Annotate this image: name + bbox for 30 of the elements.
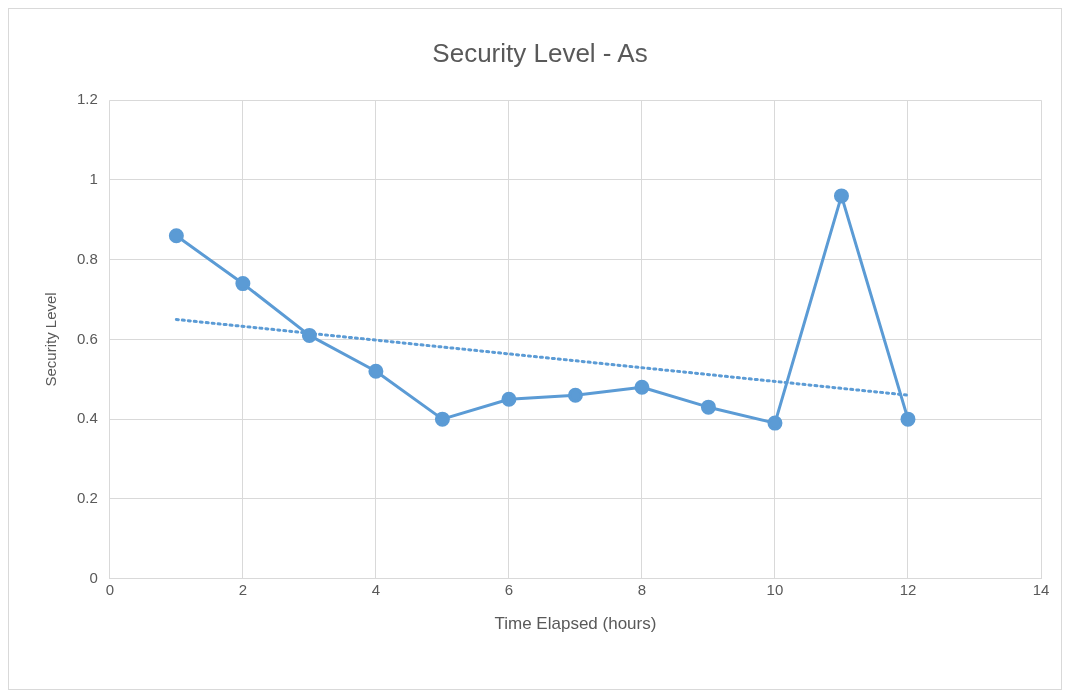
chart-title: Security Level - As — [432, 37, 648, 68]
point — [700, 399, 716, 415]
point — [767, 415, 783, 431]
y-tick-label: 0.4 — [76, 409, 98, 427]
x-tick-label: 12 — [899, 580, 917, 598]
x-tick-label: 8 — [637, 580, 647, 598]
point — [501, 391, 517, 407]
y-tick-label: 1 — [89, 170, 98, 188]
point — [567, 387, 583, 403]
y-tick-label: 0 — [89, 568, 98, 586]
y-tick-label: 1.2 — [76, 90, 98, 108]
y-tick-label: 0.6 — [76, 329, 98, 347]
point — [235, 276, 251, 292]
x-tick-label: 6 — [504, 580, 514, 598]
x-tick-label: 0 — [105, 580, 115, 598]
x-tick-label: 10 — [766, 580, 784, 598]
x-tick-label: 14 — [1032, 580, 1050, 598]
point — [368, 363, 384, 379]
point — [168, 228, 184, 244]
point — [301, 327, 317, 343]
y-tick-label: 0.2 — [76, 489, 98, 507]
point — [434, 411, 450, 427]
point — [833, 188, 849, 204]
x-axis-title: Time Elapsed (hours) — [494, 614, 657, 634]
y-tick-label: 0.8 — [76, 249, 98, 267]
x-tick-label: 4 — [371, 580, 381, 598]
y-axis-title: Security Level — [42, 292, 60, 387]
point — [634, 379, 650, 395]
x-tick-label: 2 — [238, 580, 248, 598]
point — [900, 411, 916, 427]
